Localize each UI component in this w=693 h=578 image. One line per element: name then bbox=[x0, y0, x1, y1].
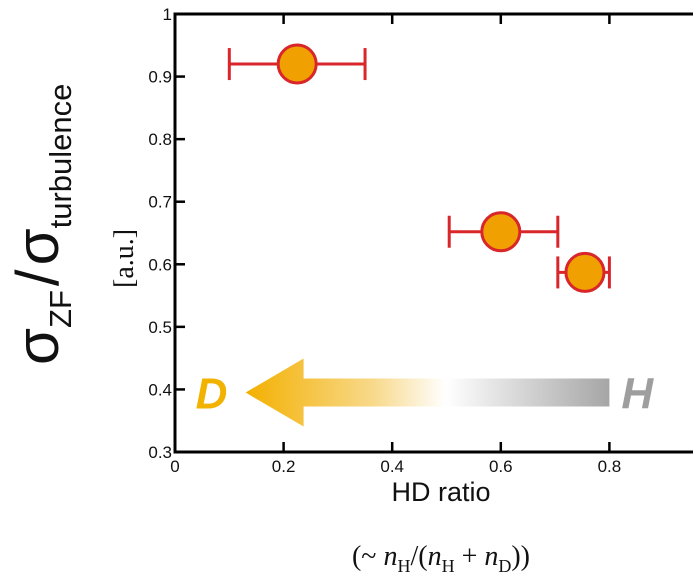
y-tick-label: 1 bbox=[163, 5, 172, 24]
x-tick-label: 0.8 bbox=[598, 457, 622, 476]
y-tick-label: 0.5 bbox=[148, 318, 172, 337]
d-to-h-arrow-shape bbox=[245, 358, 610, 427]
y-tick-label: 0.6 bbox=[148, 255, 172, 274]
direction-arrow bbox=[245, 358, 610, 427]
y-axis-title: σZF/σturbulence [a.u.] bbox=[4, 84, 140, 365]
y-tick-label: 0.8 bbox=[148, 130, 172, 149]
x-tick-label: 0 bbox=[170, 457, 179, 476]
x-tick-label: 0.6 bbox=[489, 457, 513, 476]
y-axis-ratio-label: σZF/σturbulence bbox=[4, 84, 78, 365]
data-point bbox=[564, 251, 606, 293]
y-tick-label: 0.4 bbox=[148, 380, 172, 399]
data-point bbox=[276, 43, 318, 85]
x-tick-label: 0.4 bbox=[380, 457, 404, 476]
data-point bbox=[480, 211, 522, 253]
y-tick-label: 0.7 bbox=[148, 193, 172, 212]
arrow-label-h: H bbox=[621, 370, 654, 419]
error-bars bbox=[227, 48, 611, 289]
arrow-label-d: D bbox=[196, 370, 228, 419]
plot-frame bbox=[173, 12, 693, 454]
x-axis-title: HD ratio bbox=[391, 477, 490, 507]
data-points bbox=[276, 43, 606, 293]
axis-ticks bbox=[173, 12, 611, 454]
x-axis-formula: (~ nH/(nH + nD)) bbox=[352, 541, 530, 576]
y-axis-unit: [a.u.] bbox=[109, 229, 140, 288]
x-tick-label: 0.2 bbox=[272, 457, 296, 476]
tick-labels: 00.20.40.60.810.30.40.50.60.70.80.91 bbox=[148, 5, 622, 476]
y-tick-label: 0.3 bbox=[148, 443, 172, 462]
y-tick-label: 0.9 bbox=[148, 68, 172, 87]
